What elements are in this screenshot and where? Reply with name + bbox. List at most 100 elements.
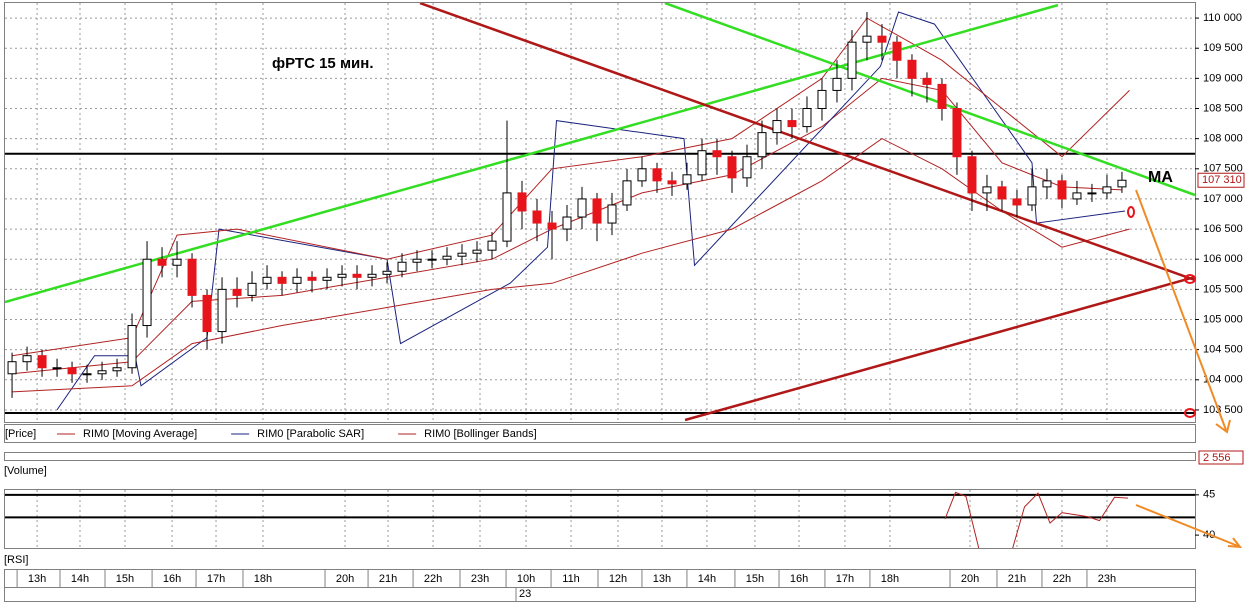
y-tick-label: 104 000: [1203, 374, 1243, 386]
y-tick-label: 107 500: [1203, 163, 1243, 175]
candle-body: [577, 198, 587, 218]
candle-body: [892, 41, 902, 61]
candle-body: [157, 258, 167, 266]
trend-line: [684, 275, 1195, 422]
candle-body: [1027, 186, 1037, 206]
candle-body: [172, 258, 182, 266]
candle-body: [457, 252, 467, 257]
y-tick-label: 105 500: [1203, 283, 1243, 295]
candle-body: [142, 258, 152, 327]
candle-body: [727, 156, 737, 179]
x-tick-label: 12h: [609, 573, 627, 585]
x-tick-label: 14h: [698, 573, 716, 585]
x-tick-label: 21h: [1008, 573, 1026, 585]
legend-price: [Price]: [5, 428, 36, 440]
candle-body: [922, 77, 932, 85]
x-tick-label: 15h: [116, 573, 134, 585]
x-tick-label: 20h: [336, 573, 354, 585]
candle-body: [502, 192, 512, 242]
candle-body: [472, 249, 482, 254]
y-tick-label: 109 000: [1203, 72, 1243, 84]
price-frame: [4, 2, 1196, 423]
candle-body: [907, 59, 917, 79]
candle-body: [217, 288, 227, 333]
candle-body: [277, 276, 287, 284]
candle-body: [877, 35, 887, 43]
candle-body: [1057, 180, 1067, 200]
candle-body: [1117, 179, 1127, 188]
candle-body: [997, 186, 1007, 200]
rsi-frame: [4, 489, 1196, 549]
x-tick-label: 23h: [1098, 573, 1116, 585]
candle-body: [562, 216, 572, 230]
candle-body: [772, 120, 782, 134]
candle-body: [712, 150, 722, 158]
last-price-box: [1197, 172, 1245, 188]
trend-line: [664, 3, 1195, 197]
legend: [Price] RIM0 [Moving Average] RIM0 [Parab…: [5, 428, 537, 440]
candle-body: [262, 276, 272, 284]
candle-body: [67, 367, 77, 375]
candle-body: [112, 367, 122, 372]
candle-body: [967, 156, 977, 194]
candle-body: [697, 150, 707, 176]
candle-body: [1012, 198, 1022, 206]
x-tick-label: 14h: [71, 573, 89, 585]
x-tick-label: 22h: [424, 573, 442, 585]
candle-body: [607, 204, 617, 224]
legend-label: RIM0 [Parabolic SAR]: [257, 428, 364, 440]
volume-label: 2 556: [1203, 452, 1231, 464]
candle-body: [652, 168, 662, 182]
x-tick-label: 16h: [790, 573, 808, 585]
candle-body: [292, 276, 302, 284]
arrow: [1135, 189, 1227, 431]
x-tick-label: 10h: [517, 573, 535, 585]
candle-body: [97, 370, 107, 375]
candle-body: [37, 355, 47, 369]
drawn-circles: [1127, 206, 1196, 418]
candle-body: [937, 83, 947, 110]
axes: 103 500 104 000 104 500 105 000 105 500 106 0…: [1195, 12, 1245, 416]
candle-body: [1042, 180, 1052, 188]
candle-body: [682, 174, 692, 185]
chart-title: фРТС 15 мин.: [272, 55, 374, 72]
trend-line: [419, 3, 1195, 282]
legend-label: RIM0 [Moving Average]: [83, 428, 197, 440]
candle-body: [1102, 186, 1112, 194]
candle-body: [487, 240, 497, 251]
date-axis-frame: [4, 587, 1196, 602]
price-grid: [5, 3, 1195, 548]
volume-title: [Volume]: [4, 465, 47, 477]
y-tick-label: 105 000: [1203, 313, 1243, 325]
candle-body: [82, 373, 92, 376]
candle-body: [742, 156, 752, 179]
time-axis: 13h 14h 15h 16h 17h 18h 20h 21h 22h 23h 10h 11h 12h 1…: [16, 570, 1116, 601]
y-tick-label: 106 500: [1203, 223, 1243, 235]
x-tick-label: 18h: [254, 573, 272, 585]
candle-body: [832, 77, 842, 91]
rsi-tick-label: 45: [1203, 489, 1215, 501]
candle-body: [862, 35, 872, 43]
candle-body: [802, 108, 812, 128]
rsi-title: [RSI]: [4, 554, 28, 566]
annotation: MA: [1148, 169, 1173, 186]
y-tick-label: 106 000: [1203, 253, 1243, 265]
candle-body: [637, 168, 647, 182]
y-tick-label: 109 500: [1203, 42, 1243, 54]
y-tick-label: 104 500: [1203, 344, 1243, 356]
candle-body: [52, 367, 62, 370]
candle-body: [517, 192, 527, 212]
candle-body: [232, 288, 242, 296]
candle-body: [532, 210, 542, 224]
volume-label-box: [1198, 450, 1244, 465]
x-tick-label: 13h: [28, 573, 46, 585]
candle-body: [547, 222, 557, 230]
candle-body: [442, 255, 452, 260]
x-tick-label: 18h: [881, 573, 899, 585]
drawn-annotations: [1135, 189, 1243, 549]
candle-body: [982, 186, 992, 194]
date-label: 23: [519, 588, 531, 600]
indicator-line: [56, 11, 1126, 411]
